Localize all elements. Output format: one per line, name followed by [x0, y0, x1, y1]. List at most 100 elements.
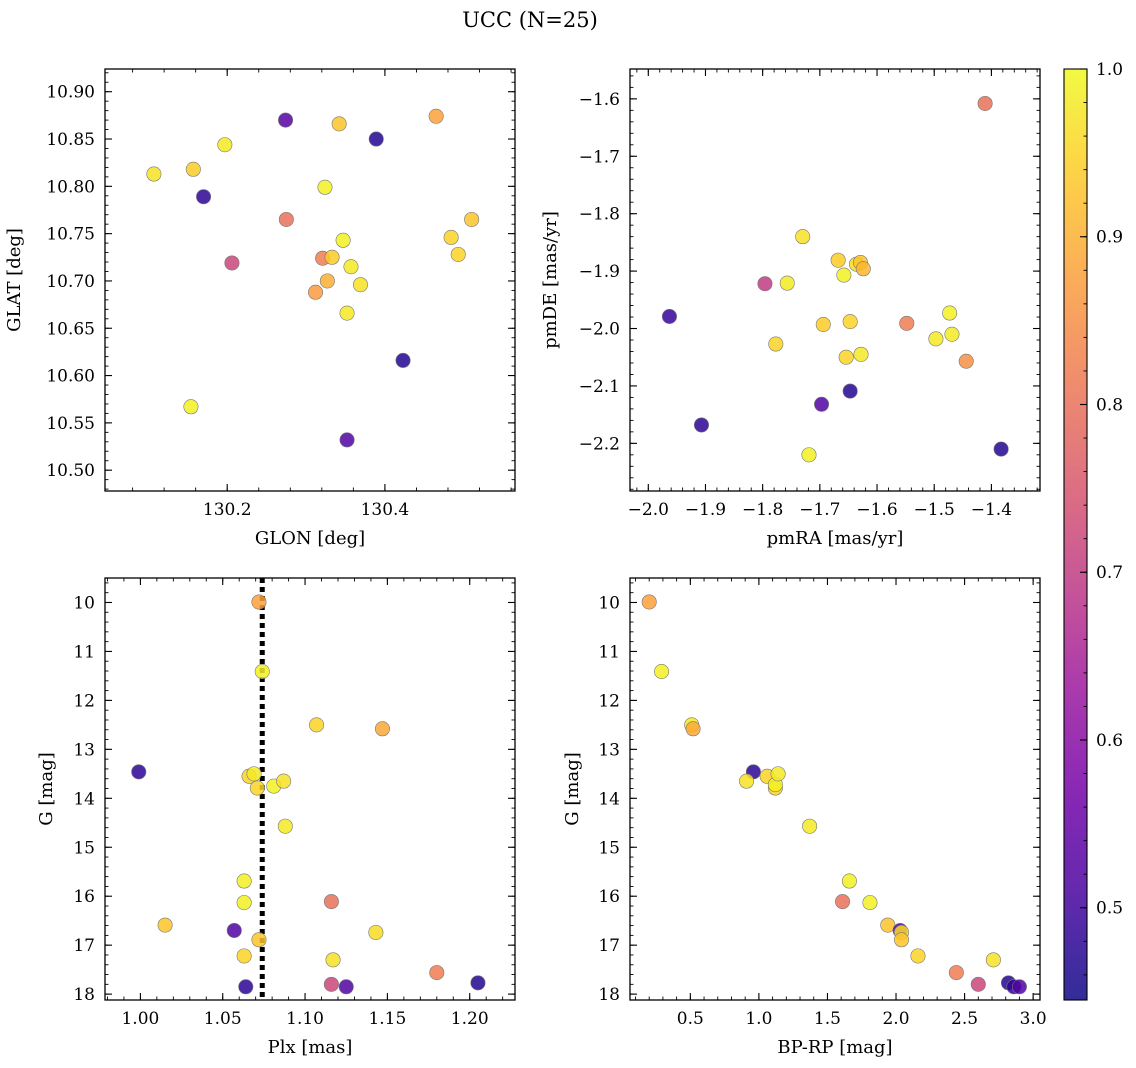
data-point: [429, 965, 445, 981]
y-tick-label: 15: [73, 838, 95, 858]
data-point: [277, 818, 293, 834]
x-tick-label: 1.05: [204, 1009, 242, 1029]
data-point: [323, 894, 339, 910]
data-point: [815, 316, 831, 332]
data-point: [146, 166, 162, 182]
data-point: [779, 275, 795, 291]
y-tick-label: 11: [598, 642, 620, 662]
x-tick-label: 1.20: [451, 1009, 489, 1029]
y-tick-label: 18: [73, 985, 95, 1005]
y-tick-label: 18: [598, 985, 620, 1005]
panel-proper-motions: −2.0 −1.9 −1.8 −1.7 −1.6 −1.5 −1.4 −2.2 −2.1 −2.0…: [540, 68, 1041, 549]
data-point: [317, 179, 333, 195]
data-point: [251, 932, 267, 948]
y-tick-label: −1.8: [579, 205, 620, 225]
y-axis-label: G [mag]: [36, 752, 57, 825]
data-point: [977, 95, 993, 111]
data-point: [335, 232, 351, 248]
y-tick-label: −1.7: [579, 147, 620, 167]
x-tick-label: 1.00: [121, 1009, 159, 1029]
data-point: [368, 924, 384, 940]
x-tick-label: −1.5: [914, 500, 955, 520]
axes-frame: [629, 577, 1041, 1001]
data-point: [308, 284, 324, 300]
data-point: [838, 349, 854, 365]
data-point: [993, 441, 1009, 457]
data-point: [1011, 979, 1027, 995]
panel-parallax-magnitude: 1.00 1.05 1.10 1.15 1.20 10 11 12 13 14 15 16 17 18 Pl…: [36, 577, 516, 1058]
data-point: [814, 396, 830, 412]
colorbar-tick-label: 0.9: [1096, 228, 1123, 248]
data-point: [942, 305, 958, 321]
data-point: [238, 979, 254, 995]
data-point: [970, 976, 986, 992]
x-tick-label: −1.8: [742, 500, 783, 520]
y-tick-label: 10.50: [46, 461, 95, 481]
y-tick-label: −1.9: [579, 262, 620, 282]
data-point: [836, 267, 852, 283]
data-point: [661, 308, 677, 324]
data-point: [958, 353, 974, 369]
y-tick-label: 14: [73, 789, 95, 809]
y-tick-label: 13: [598, 740, 620, 760]
data-point: [224, 255, 240, 271]
y-axis-label: pmDE [mas/yr]: [540, 211, 561, 349]
data-point: [249, 780, 265, 796]
data-point: [842, 383, 858, 399]
x-tick-label: −1.6: [856, 500, 897, 520]
y-tick-label: 13: [73, 740, 95, 760]
x-tick-label: 1.15: [368, 1009, 406, 1029]
data-point: [251, 594, 267, 610]
y-tick-label: −2.0: [579, 320, 620, 340]
data-point: [338, 979, 354, 995]
panel-galactic-coords: 130.2 130.4 10.50 10.55 10.60 10.65 10.70 10.75…: [4, 68, 516, 549]
y-tick-label: 12: [598, 691, 620, 711]
data-point: [236, 948, 252, 964]
colorbar: 0.5 0.6 0.7 0.8 0.9 1.0: [1063, 60, 1123, 1001]
y-tick-label: 11: [73, 642, 95, 662]
x-tick-label: 1.0: [745, 1009, 772, 1029]
data-point: [331, 116, 347, 132]
data-point: [899, 315, 915, 331]
y-tick-label: 15: [598, 838, 620, 858]
data-point: [309, 717, 325, 733]
x-tick-label: 130.2: [203, 500, 252, 520]
x-tick-label: 130.4: [361, 500, 410, 520]
data-point: [654, 664, 670, 680]
data-point: [853, 346, 869, 362]
data-point: [236, 895, 252, 911]
data-point: [323, 976, 339, 992]
y-tick-label: 10.70: [46, 272, 95, 292]
data-point: [641, 594, 657, 610]
y-tick-label: 10.85: [46, 130, 95, 150]
data-point: [842, 314, 858, 330]
x-axis-label: pmRA [mas/yr]: [767, 528, 904, 549]
y-tick-label: 14: [598, 789, 620, 809]
data-point: [183, 399, 199, 415]
data-point: [450, 246, 466, 262]
x-tick-label: 2.0: [882, 1009, 909, 1029]
data-point: [693, 417, 709, 433]
y-tick-label: 10: [598, 593, 620, 613]
data-point: [428, 108, 444, 124]
x-axis-label: Plx [mas]: [268, 1037, 353, 1058]
data-point: [185, 161, 201, 177]
data-point: [862, 895, 878, 911]
x-tick-label: 2.5: [951, 1009, 978, 1029]
y-tick-label: 16: [598, 887, 620, 907]
data-point: [685, 721, 701, 737]
data-point: [739, 773, 755, 789]
data-point: [855, 261, 871, 277]
data-point: [841, 873, 857, 889]
data-point: [131, 764, 147, 780]
y-tick-label: 10: [73, 593, 95, 613]
data-point: [830, 252, 846, 268]
data-point: [470, 975, 486, 991]
x-axis-label: BP-RP [mag]: [777, 1037, 892, 1058]
x-tick-label: −1.9: [685, 500, 726, 520]
y-tick-label: 10.80: [46, 177, 95, 197]
data-point: [226, 922, 242, 938]
y-tick-label: 10.55: [46, 414, 95, 434]
y-tick-label: 10.60: [46, 367, 95, 387]
data-point: [985, 952, 1001, 968]
